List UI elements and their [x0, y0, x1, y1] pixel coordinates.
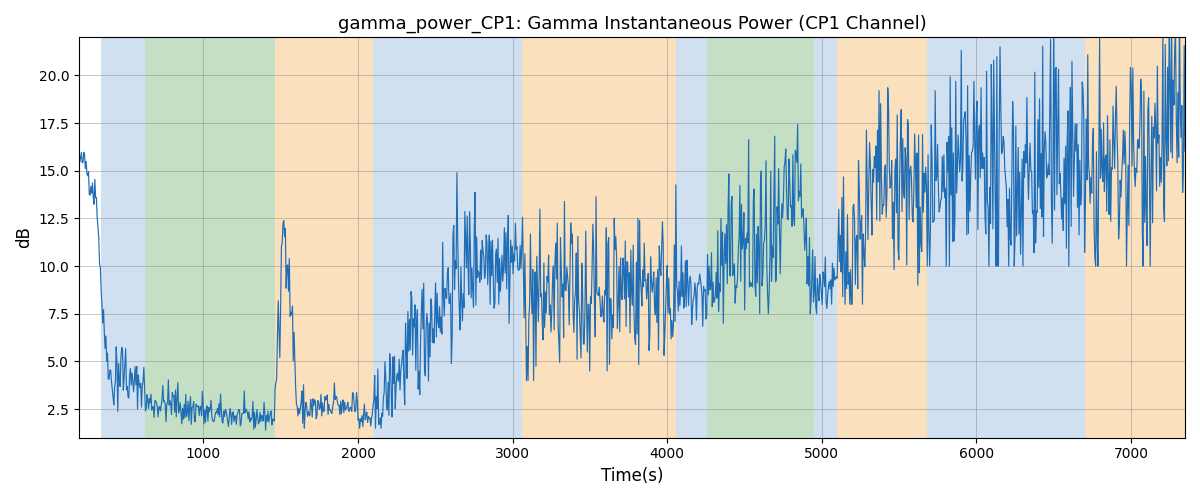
Bar: [814, 38, 838, 438]
Bar: [275, 38, 373, 438]
X-axis label: Time(s): Time(s): [601, 467, 664, 485]
Bar: [373, 38, 485, 438]
Bar: [838, 38, 926, 438]
Title: gamma_power_CP1: Gamma Instantaneous Power (CP1 Channel): gamma_power_CP1: Gamma Instantaneous Pow…: [337, 15, 926, 34]
Bar: [522, 38, 677, 438]
Bar: [485, 38, 522, 438]
Y-axis label: dB: dB: [14, 226, 32, 248]
Bar: [102, 38, 145, 438]
Bar: [926, 38, 1085, 438]
Bar: [707, 38, 814, 438]
Bar: [1085, 38, 1184, 438]
Bar: [677, 38, 707, 438]
Bar: [145, 38, 275, 438]
